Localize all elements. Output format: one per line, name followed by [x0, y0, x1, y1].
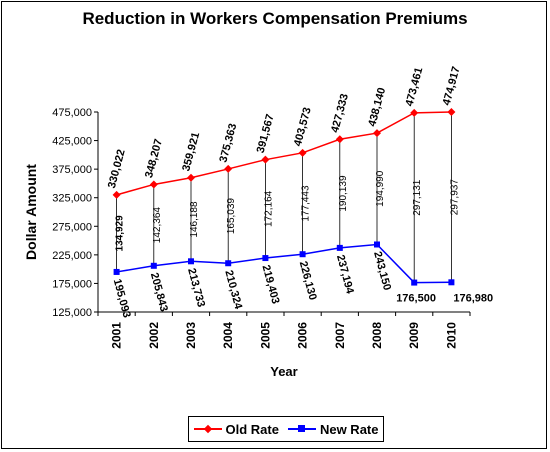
new-rate-point [150, 262, 157, 269]
difference-label: 297,131 [412, 179, 423, 216]
x-tick-label: 2003 [184, 322, 198, 349]
old-rate-data-label: 427,333 [329, 92, 351, 134]
old-rate-point [410, 108, 419, 117]
difference-label: 142,364 [152, 207, 163, 244]
y-tick-label: 475,000 [52, 107, 92, 119]
difference-label: 172,164 [263, 190, 274, 227]
y-tick-label: 375,000 [52, 164, 92, 176]
difference-label: 165,039 [226, 198, 237, 235]
new-rate-data-label: 205,843 [148, 271, 170, 313]
old-rate-data-label: 348,207 [143, 138, 165, 180]
old-rate-data-label: 375,363 [218, 122, 240, 164]
old-rate-data-label: 403,573 [292, 106, 314, 148]
x-tick-label: 2010 [444, 322, 458, 349]
x-tick-label: 2002 [147, 322, 161, 349]
new-rate-point [374, 241, 380, 248]
legend-item-old-rate: Old Rate [193, 421, 279, 437]
new-rate-data-label: 210,324 [222, 269, 244, 311]
x-tick-label: 2009 [407, 322, 421, 349]
legend-item-new-rate: New Rate [287, 421, 379, 437]
old-rate-point [149, 180, 158, 189]
series-line-new-rate [116, 243, 452, 284]
y-tick-label: 125,000 [52, 307, 92, 319]
new-rate-data-label: 226,130 [297, 260, 319, 302]
x-tick-label: 2005 [258, 322, 272, 349]
legend-label-new-rate: New Rate [319, 421, 379, 437]
old-rate-data-label: 330,022 [106, 148, 128, 190]
new-rate-point [336, 244, 343, 251]
old-rate-data-label: 473,461 [404, 66, 426, 108]
old-rate-point [187, 173, 195, 182]
old-rate-point [447, 108, 456, 117]
old-rate-point [112, 190, 121, 199]
x-tick-label: 2008 [370, 322, 384, 349]
new-rate-point [411, 279, 418, 286]
old-rate-point [373, 129, 381, 138]
x-tick-label: 2001 [110, 322, 124, 349]
x-tick-label: 2007 [333, 322, 347, 349]
x-axis-title: Year [270, 364, 297, 379]
difference-label: 134,929 [115, 215, 126, 252]
difference-label: 190,139 [338, 175, 349, 212]
y-tick-label: 225,000 [52, 250, 92, 262]
new-rate-data-label: 219,403 [260, 264, 282, 306]
new-rate-point [262, 255, 269, 262]
new-rate-point [188, 258, 194, 265]
chart-legend: Old Rate New Rate [188, 416, 384, 442]
new-rate-point [113, 268, 120, 275]
legend-swatch-new-rate [287, 424, 316, 434]
new-rate-data-label: 176,500 [396, 293, 436, 305]
x-tick-label: 2006 [296, 322, 310, 349]
old-rate-point [335, 135, 344, 144]
new-rate-data-label: 213,733 [185, 267, 207, 309]
new-rate-data-label: 176,980 [453, 292, 493, 304]
old-rate-data-label: 438,140 [366, 86, 388, 128]
old-rate-data-label: 359,921 [180, 131, 202, 173]
new-rate-point [448, 279, 455, 286]
series-line-old-rate [116, 111, 452, 196]
new-rate-data-label: 237,194 [334, 254, 356, 296]
y-tick-label: 275,000 [52, 221, 92, 233]
difference-label: 297,937 [449, 179, 460, 216]
difference-label: 194,990 [375, 170, 386, 207]
new-rate-point [225, 260, 232, 267]
legend-swatch-old-rate [193, 424, 222, 434]
old-rate-point [224, 164, 233, 173]
chart-title: Reduction in Workers Compensation Premiu… [82, 9, 468, 28]
new-rate-data-label: 195,093 [111, 278, 133, 320]
old-rate-point [261, 155, 270, 164]
difference-label: 146,188 [189, 201, 200, 238]
difference-label: 177,443 [301, 185, 312, 222]
y-tick-label: 425,000 [52, 136, 92, 148]
old-rate-point [298, 148, 307, 157]
y-tick-label: 325,000 [52, 193, 92, 205]
y-tick-label: 175,000 [52, 278, 92, 290]
y-axis-title: Dollar Amount [23, 164, 39, 260]
old-rate-data-label: 391,567 [255, 113, 277, 155]
x-tick-label: 2004 [221, 322, 235, 349]
new-rate-data-label: 243,150 [371, 250, 393, 292]
old-rate-data-label: 474,917 [441, 65, 463, 107]
legend-label-old-rate: Old Rate [225, 421, 279, 437]
new-rate-point [299, 251, 306, 258]
